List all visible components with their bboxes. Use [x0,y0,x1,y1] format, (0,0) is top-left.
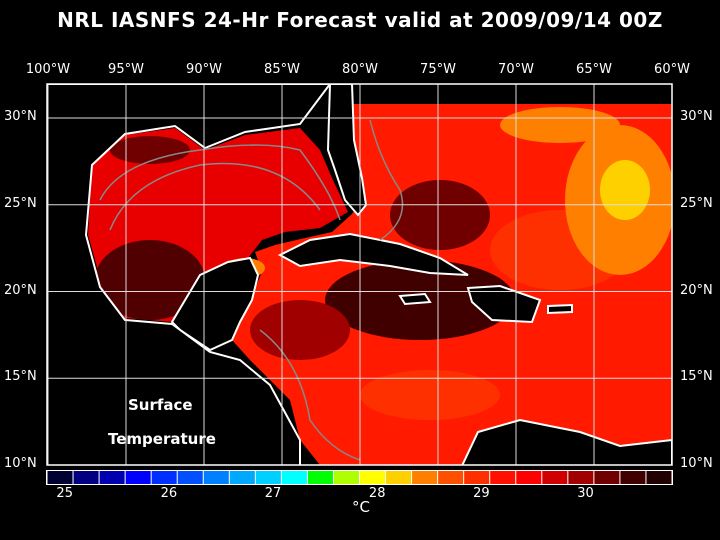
colorbar-swatch [333,471,359,484]
colorbar-swatch [125,471,151,484]
colorbar-swatch [516,471,542,484]
colorbar-tick-label: 27 [264,486,282,501]
colorbar-swatch [490,471,516,484]
longitude-label: 75°W [420,62,456,77]
mexico-land [47,84,332,465]
latitude-label-left: 10°N [4,456,37,471]
colorbar-swatch [412,471,438,484]
longitude-label: 65°W [576,62,612,77]
colorbar-tick-label: 29 [473,486,490,501]
colorbar [46,470,673,485]
colorbar-swatch [229,471,255,484]
longitude-label: 70°W [498,62,534,77]
longitude-label: 100°W [25,62,71,77]
latitude-label-left: 25°N [4,195,37,211]
colorbar-swatch [47,471,73,484]
sst-zone-warm [600,160,650,220]
sst-zone-warm [500,107,620,143]
colorbar-tick-label: 30 [577,486,594,501]
south-america-land [461,418,672,465]
hispaniola-land [466,284,542,324]
latitude-label-right: 15°N [680,369,713,385]
isobath-line [369,119,404,241]
puerto-rico-land [547,303,573,315]
colorbar-swatch [464,471,490,484]
graticule [47,84,672,465]
latitude-label-right: 25°N [680,195,713,211]
florida-land [326,84,368,217]
longitude-label: 95°W [108,62,144,77]
longitude-label: 60°W [654,62,690,77]
colorbar-swatch [438,471,464,484]
latitude-label-left: 30°N [4,109,37,124]
latitude-label-right: 20°N [680,282,713,298]
isobath-line [99,144,341,221]
longitude-label: 90°W [186,62,222,77]
colorbar-tick-label: 28 [368,486,386,501]
latitude-label-left: 20°N [4,282,37,298]
latitude-label-right: 10°N [680,456,713,471]
isobath-line [109,162,321,231]
sst-zone [360,370,500,420]
colorbar-swatch [281,471,307,484]
sst-zone-dark [95,240,205,320]
sst-zone-dark [110,136,190,164]
map-title: NRL IASNFS 24-Hr Forecast valid at 2009/… [57,8,663,32]
colorbar-swatch [203,471,229,484]
colorbar-swatch [568,471,594,484]
colorbar-swatch [255,471,281,484]
sst-zone-dark [250,300,350,360]
colorbar-swatch [360,471,386,484]
colorbar-tick-label: 26 [160,486,178,501]
latitude-label-right: 30°N [680,109,713,124]
colorbar-swatch [594,471,620,484]
colorbar-swatch [386,471,412,484]
colorbar-tick-label: 25 [56,486,73,501]
longitude-label: 85°W [264,62,300,77]
colorbar-swatch [307,471,333,484]
colorbar-swatch [177,471,203,484]
sst-zone-dark [390,180,490,250]
colorbar-unit: °C [352,498,370,516]
colorbar-swatch [151,471,177,484]
cuba-land [277,232,469,276]
colorbar-swatch [542,471,568,484]
isobath-line [259,329,361,461]
latitude-label-left: 15°N [4,369,37,385]
colorbar-swatch [73,471,99,484]
map-annotation-temperature: Temperature [108,430,216,448]
colorbar-swatch [646,471,672,484]
jamaica-land [398,292,432,306]
colorbar-swatch [99,471,125,484]
map-annotation-surface: Surface [128,396,193,414]
colorbar-swatch [620,471,646,484]
longitude-label: 80°W [342,62,378,77]
map-frame [46,83,673,466]
